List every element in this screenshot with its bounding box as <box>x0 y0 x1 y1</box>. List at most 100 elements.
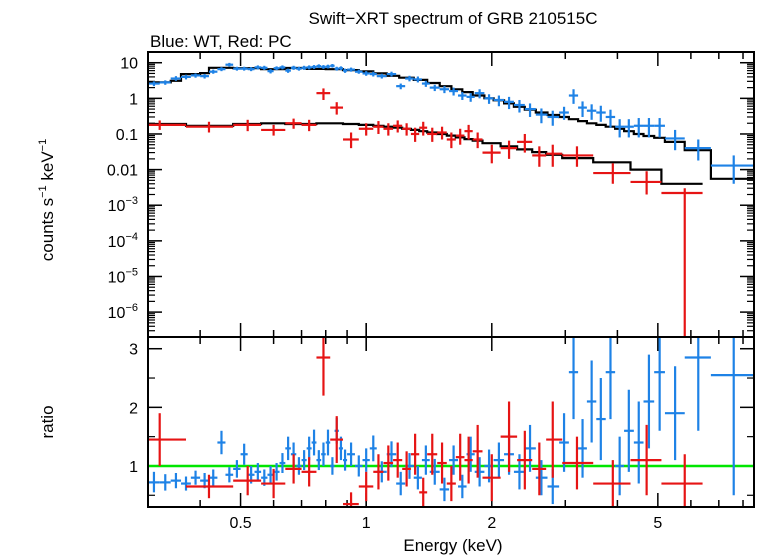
bottom-pc-point <box>427 433 438 475</box>
top-pc-point <box>261 124 286 136</box>
top-wt-point <box>225 62 234 67</box>
bottom-wt-point <box>684 337 711 431</box>
top-pc-point <box>393 120 403 133</box>
bottom-wt-point <box>586 360 597 443</box>
bottom-wt-point <box>325 429 331 456</box>
top-wt-point <box>261 65 268 70</box>
bottom-pc-point <box>402 451 411 487</box>
top-wt-point <box>586 104 597 120</box>
top-pc-point <box>330 102 344 115</box>
bottom-wt-point <box>474 457 485 487</box>
bottom-wt-point <box>181 476 191 491</box>
bottom-panel-ticks: 1 2 3 <box>129 337 754 507</box>
top-wt-point <box>429 84 440 92</box>
top-pc-point <box>419 121 428 136</box>
top-y-tick-label: 10−5 <box>108 266 138 286</box>
top-wt-point <box>449 87 459 96</box>
top-wt-point <box>413 76 422 83</box>
top-wt-point <box>148 81 160 87</box>
bottom-wt-point <box>240 443 248 465</box>
top-wt-point <box>474 89 485 99</box>
bottom-wt-point <box>710 337 754 496</box>
top-wt-point <box>347 67 355 72</box>
top-wt-point <box>208 69 218 74</box>
bottom-pc-point <box>393 442 403 478</box>
bottom-y-tick-label: 3 <box>129 342 138 359</box>
top-wt-point <box>513 99 525 113</box>
bottom-wt-point <box>413 465 422 490</box>
top-wt-point <box>654 118 665 138</box>
bottom-pc-point <box>148 413 187 466</box>
bottom-pc-point <box>301 457 317 487</box>
bottom-wt-point <box>170 473 182 489</box>
top-wt-point <box>267 69 274 74</box>
bottom-panel-data <box>148 337 754 507</box>
top-wt-point <box>301 65 307 70</box>
bottom-pc-point <box>455 433 465 481</box>
bottom-wt-point <box>148 471 160 493</box>
bottom-wt-point <box>568 337 579 420</box>
top-wt-point <box>535 108 548 124</box>
bottom-wt-point <box>208 469 218 486</box>
top-y-tick-label: 10−4 <box>108 231 138 251</box>
bottom-pc-point <box>330 416 344 464</box>
top-pc-point <box>358 123 374 136</box>
bottom-wt-point <box>396 471 406 496</box>
top-wt-point <box>343 68 348 73</box>
top-wt-point <box>710 155 754 184</box>
bottom-wt-point <box>615 436 625 496</box>
top-y-tick-label: 0.01 <box>107 163 138 180</box>
bottom-wt-point <box>254 463 262 481</box>
bottom-pc-point <box>546 401 563 478</box>
top-wt-point <box>325 64 331 69</box>
top-wt-point <box>306 65 312 70</box>
bottom-wt-point <box>296 457 302 475</box>
bottom-wt-point <box>493 442 505 478</box>
bottom-pc-point <box>186 474 234 499</box>
top-wt-point <box>386 71 397 77</box>
bottom-pc-point <box>419 477 428 507</box>
top-panel-frame <box>147 51 755 338</box>
bottom-panel-frame <box>147 336 755 508</box>
top-wt-point <box>596 105 606 122</box>
bottom-pc-point <box>373 454 384 490</box>
top-wt-point <box>181 74 191 80</box>
top-pc-point <box>464 124 473 140</box>
bottom-wt-point <box>449 445 459 475</box>
x-tick-label: 2 <box>487 515 496 532</box>
top-pc-point <box>316 88 331 100</box>
bottom-pc-point <box>233 465 262 496</box>
top-wt-point <box>605 109 616 128</box>
top-wt-point <box>170 76 182 81</box>
chart-title: Swift−XRT spectrum of GRB 210515C <box>309 9 598 28</box>
x-tick-label: 5 <box>653 515 662 532</box>
top-wt-point <box>396 83 406 90</box>
top-pc-point <box>373 121 384 134</box>
bottom-pc-point <box>358 471 374 502</box>
top-wt-point <box>279 65 286 70</box>
top-wt-point <box>316 64 322 69</box>
top-wt-point <box>466 93 475 102</box>
bottom-wt-point <box>362 448 370 472</box>
bottom-wt-point <box>439 477 450 502</box>
bottom-pc-point <box>562 436 594 490</box>
bottom-wt-point <box>330 457 335 475</box>
y-label-exponent-2: −1 <box>37 139 49 152</box>
bottom-y-tick-label: 1 <box>129 459 138 476</box>
top-y-tick-label: 10 <box>120 56 138 73</box>
top-pc-point <box>661 188 703 337</box>
bottom-y-tick-label: 2 <box>129 400 138 417</box>
top-pc-point <box>455 128 465 145</box>
bottom-pc-point <box>464 436 473 484</box>
bottom-wt-point <box>225 467 234 483</box>
top-wt-point <box>684 139 711 161</box>
bottom-wt-point <box>190 470 201 485</box>
bottom-pc-point <box>482 454 501 502</box>
chart-subtitle: Blue: WT, Red: PC <box>150 32 292 51</box>
top-pc-point <box>472 132 483 149</box>
top-wt-point <box>624 119 634 138</box>
bottom-wt-point <box>159 474 171 491</box>
bottom-wt-point <box>306 436 312 461</box>
top-wt-point <box>458 92 467 100</box>
bottom-pc-point <box>285 454 302 484</box>
